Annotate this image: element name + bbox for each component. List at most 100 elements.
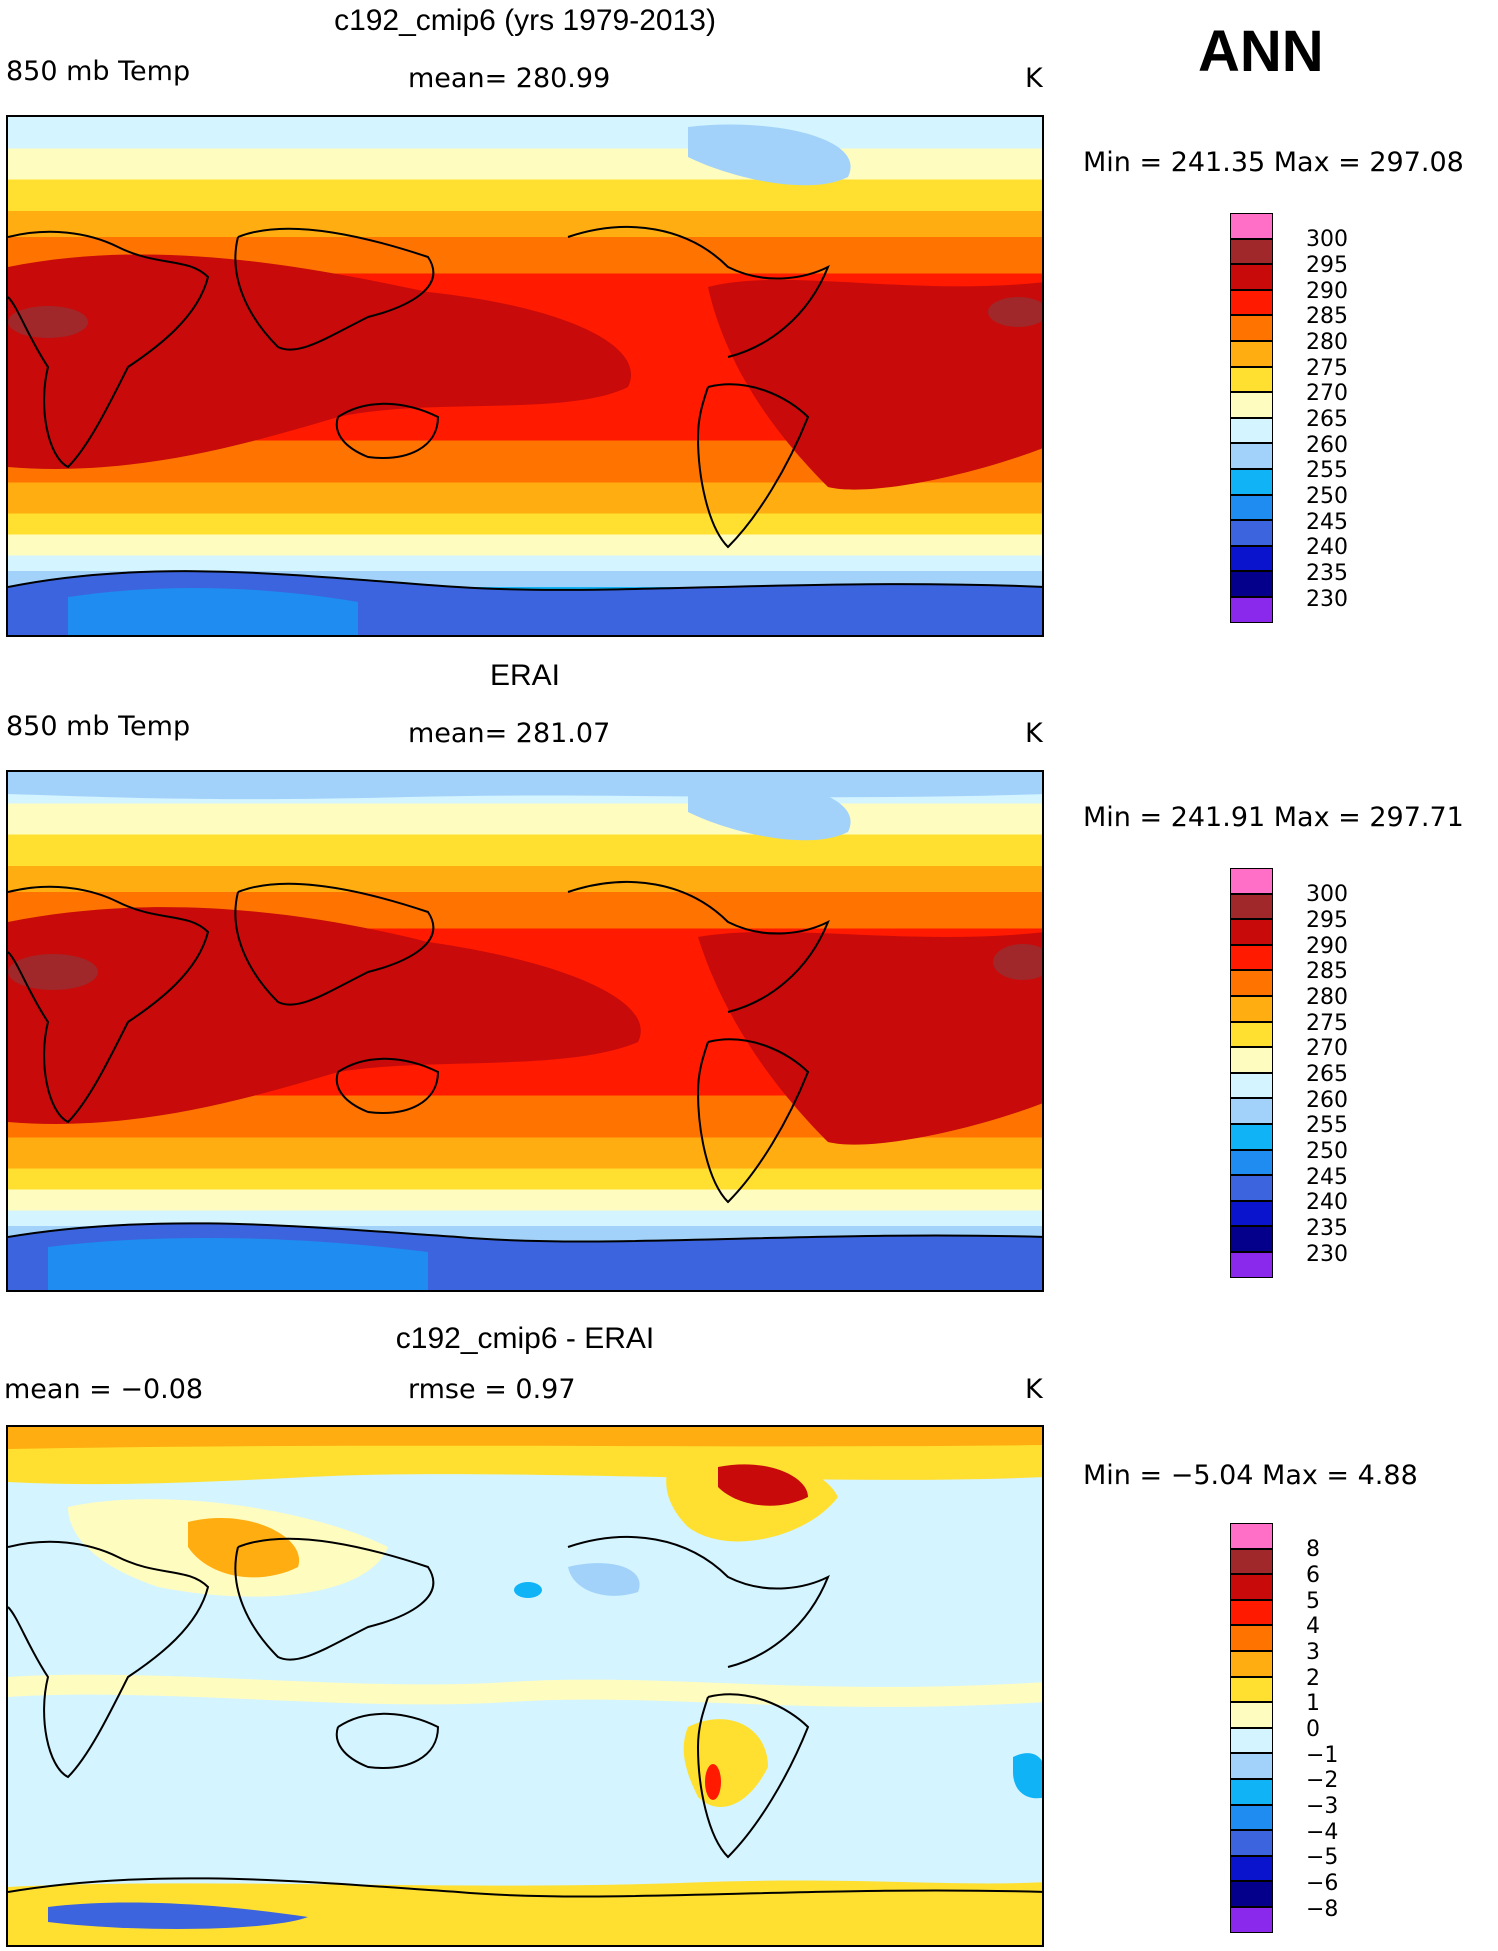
panel2-mean-label: mean= 281.07 bbox=[408, 718, 611, 749]
legend-color-box bbox=[1230, 597, 1273, 623]
panel1-legend-label: 290 bbox=[1306, 279, 1348, 304]
panel1-hot-spot-east bbox=[988, 297, 1042, 327]
panel1-legend-label: 300 bbox=[1306, 227, 1348, 252]
panel2-map bbox=[6, 770, 1044, 1292]
panel3-antarctic-negative bbox=[48, 1902, 308, 1929]
legend-color-box bbox=[1230, 970, 1273, 996]
legend-color-box bbox=[1230, 1753, 1273, 1779]
legend-color-box bbox=[1230, 996, 1273, 1022]
panel3-legend-label: −1 bbox=[1306, 1743, 1339, 1768]
panel3-tibet-positive bbox=[188, 1518, 300, 1578]
panel3-map bbox=[6, 1425, 1044, 1947]
panel2-legend-label: 250 bbox=[1306, 1139, 1348, 1164]
panel2-legend bbox=[1230, 868, 1273, 1278]
legend-color-box bbox=[1230, 1625, 1273, 1651]
panel3-greenland-peak bbox=[718, 1464, 808, 1506]
panel3-rmse-label: rmse = 0.97 bbox=[408, 1374, 576, 1405]
panel3-legend-label: 6 bbox=[1306, 1563, 1320, 1588]
panel3-legend-label: 1 bbox=[1306, 1691, 1320, 1716]
legend-color-box bbox=[1230, 1252, 1273, 1278]
panel2-legend-label: 290 bbox=[1306, 934, 1348, 959]
panel1-legend-label: 265 bbox=[1306, 407, 1348, 432]
legend-color-box bbox=[1230, 1779, 1273, 1805]
legend-color-box bbox=[1230, 1599, 1273, 1626]
panel3-andes-peak bbox=[705, 1764, 721, 1800]
legend-color-box bbox=[1230, 289, 1273, 316]
legend-color-box bbox=[1230, 315, 1273, 341]
legend-color-box bbox=[1230, 1702, 1273, 1728]
panel1-legend-label: 250 bbox=[1306, 484, 1348, 509]
legend-color-box bbox=[1230, 264, 1273, 290]
legend-color-box bbox=[1230, 366, 1273, 393]
panel3-legend-label: 3 bbox=[1306, 1640, 1320, 1665]
panel2-coastlines bbox=[8, 881, 1042, 1243]
panel3-coastlines bbox=[8, 1536, 1042, 1898]
legend-color-box bbox=[1230, 1830, 1273, 1856]
panel3-legend-label: 2 bbox=[1306, 1666, 1320, 1691]
legend-color-box bbox=[1230, 469, 1273, 495]
panel3-legend bbox=[1230, 1523, 1273, 1933]
panel3-mean-label: mean = −0.08 bbox=[4, 1374, 204, 1405]
panel3-legend-label: 5 bbox=[1306, 1589, 1320, 1614]
legend-color-box bbox=[1230, 944, 1273, 971]
legend-color-box bbox=[1230, 1124, 1273, 1150]
legend-color-box bbox=[1230, 1200, 1273, 1227]
panel3-legend-label: −6 bbox=[1306, 1871, 1339, 1896]
panel3-legend-label: 8 bbox=[1306, 1537, 1320, 1562]
panel3-units-label: K bbox=[1025, 1374, 1043, 1405]
legend-color-box bbox=[1230, 238, 1273, 265]
panel2-min-max: Min = 241.91 Max = 297.71 bbox=[1083, 802, 1464, 833]
panel2-legend-label: 260 bbox=[1306, 1088, 1348, 1113]
panel3-legend-label: 4 bbox=[1306, 1614, 1320, 1639]
panel1-hot-spot-sahara bbox=[8, 306, 88, 338]
panel2-warm-core-west bbox=[8, 907, 641, 1124]
panel2-legend-label: 240 bbox=[1306, 1190, 1348, 1215]
panel1-min-max: Min = 241.35 Max = 297.08 bbox=[1083, 147, 1464, 178]
panel3-legend-label: −8 bbox=[1306, 1897, 1339, 1922]
panel2-cold-greenland bbox=[688, 779, 851, 841]
panel3-pacific-negative-core bbox=[514, 1582, 542, 1598]
panel1-cold-antarctica-core bbox=[68, 587, 358, 635]
panel1-legend-label: 285 bbox=[1306, 304, 1348, 329]
legend-color-box bbox=[1230, 1523, 1273, 1549]
legend-color-box bbox=[1230, 392, 1273, 418]
panel2-cold-arctic bbox=[8, 772, 1042, 800]
panel3-tropical-positive-band bbox=[8, 1674, 1042, 1707]
legend-color-box bbox=[1230, 213, 1273, 239]
panel1-legend-label: 295 bbox=[1306, 253, 1348, 278]
legend-color-box bbox=[1230, 893, 1273, 920]
panel2-units-label: K bbox=[1025, 718, 1043, 749]
panel2-legend-label: 265 bbox=[1306, 1062, 1348, 1087]
legend-color-box bbox=[1230, 1149, 1273, 1176]
panel1-legend-label: 230 bbox=[1306, 587, 1348, 612]
panel2-legend-label: 295 bbox=[1306, 908, 1348, 933]
legend-color-box bbox=[1230, 341, 1273, 367]
legend-color-box bbox=[1230, 1175, 1273, 1201]
panel1-legend-label: 240 bbox=[1306, 535, 1348, 560]
panel3-pacific-negative bbox=[568, 1563, 640, 1596]
panel1-legend-label: 260 bbox=[1306, 433, 1348, 458]
panel1-map bbox=[6, 115, 1044, 637]
panel3-legend-label: −3 bbox=[1306, 1794, 1339, 1819]
legend-color-box bbox=[1230, 1651, 1273, 1677]
panel3-arctic-strong-positive bbox=[8, 1427, 1042, 1449]
panel2-legend-label: 275 bbox=[1306, 1011, 1348, 1036]
panel2-hot-spot-east bbox=[993, 944, 1042, 980]
panel3-legend-label: 0 bbox=[1306, 1717, 1320, 1742]
panel1-legend bbox=[1230, 213, 1273, 623]
panel2-variable-label: 850 mb Temp bbox=[6, 711, 191, 742]
legend-color-box bbox=[1230, 571, 1273, 597]
panel2-legend-label: 270 bbox=[1306, 1036, 1348, 1061]
panel2-legend-label: 285 bbox=[1306, 959, 1348, 984]
legend-color-box bbox=[1230, 919, 1273, 945]
panel2-title: ERAI bbox=[489, 659, 561, 692]
legend-color-box bbox=[1230, 868, 1273, 894]
legend-color-box bbox=[1230, 1021, 1273, 1048]
panel2-legend-label: 245 bbox=[1306, 1165, 1348, 1190]
panel2-warm-core-east bbox=[698, 932, 1042, 1145]
panel1-legend-label: 245 bbox=[1306, 510, 1348, 535]
panel1-legend-label: 235 bbox=[1306, 561, 1348, 586]
legend-color-box bbox=[1230, 1574, 1273, 1600]
legend-color-box bbox=[1230, 1047, 1273, 1073]
legend-color-box bbox=[1230, 1226, 1273, 1252]
